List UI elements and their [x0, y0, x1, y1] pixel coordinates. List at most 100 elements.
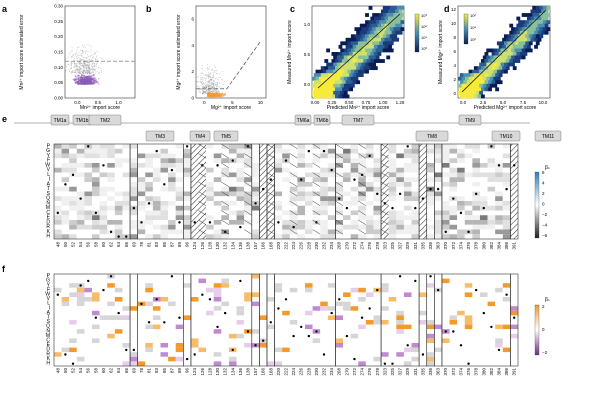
- heatmap-cell: [168, 278, 176, 284]
- heatmap-cell: [312, 343, 321, 348]
- wildtype-dot: [254, 344, 257, 347]
- heatmap-cell: [236, 283, 245, 288]
- heatmap-cell: [289, 352, 298, 357]
- hexbin-cell: [363, 52, 368, 56]
- heatmap-cell: [54, 220, 62, 225]
- heatmap-cell: [54, 182, 62, 187]
- heatmap-cell: [320, 315, 328, 320]
- heatmap-cell: [213, 191, 222, 197]
- panel-d-fit-line: [461, 9, 547, 93]
- heatmap-cell: [244, 287, 252, 293]
- hexbin-cell: [368, 48, 373, 53]
- heatmap-cell: [152, 320, 161, 325]
- heatmap-cell: [343, 274, 351, 279]
- hexbin-cell: [326, 48, 331, 53]
- heatmap-cell: [373, 163, 382, 168]
- heatmap-cell: [175, 144, 184, 149]
- heatmap-cell: [69, 205, 77, 211]
- heatmap-cell: [502, 172, 511, 178]
- scatter-point: [201, 67, 203, 69]
- hexbin-cell: [542, 13, 547, 17]
- hexbin-cell: [373, 59, 378, 63]
- heatmap-cell: [358, 324, 366, 330]
- heatmap-cell: [236, 287, 245, 293]
- hexbin-cell: [502, 66, 507, 71]
- heatmap-cell: [92, 297, 100, 302]
- heatmap-cell: [107, 361, 115, 366]
- hatch-mark: [380, 162, 389, 168]
- position-label: 278: [375, 242, 380, 250]
- wildtype-dot: [132, 348, 136, 352]
- heatmap-cell: [411, 148, 420, 154]
- heatmap-cell: [54, 306, 62, 311]
- heatmap-cell: [206, 324, 214, 330]
- heatmap-cell: [365, 343, 374, 348]
- wildtype-dot: [376, 192, 379, 196]
- hexbin-cell: [359, 23, 364, 28]
- wildtype-dot: [193, 353, 196, 356]
- x-tick-label: 0.00: [311, 100, 320, 105]
- hexbin-cell: [482, 69, 487, 74]
- hexbin-cell: [468, 83, 473, 88]
- hexbin-cell: [393, 6, 398, 10]
- heatmap-cell: [305, 163, 313, 168]
- heatmap-cell: [396, 196, 404, 201]
- heatmap-cell: [320, 278, 328, 284]
- hexbin-cell: [528, 48, 533, 53]
- heatmap-cell: [213, 301, 222, 307]
- heatmap-cell: [365, 356, 374, 362]
- hexbin-cell: [333, 62, 338, 67]
- heatmap-cell: [373, 215, 382, 220]
- residue-label: T: [47, 186, 50, 192]
- heatmap-cell: [365, 297, 374, 302]
- heatmap-cell: [221, 196, 229, 201]
- scatter-point: [74, 66, 76, 68]
- heatmap-cell: [244, 297, 252, 302]
- hexbin-cell: [327, 94, 332, 99]
- wildtype-dot: [277, 221, 280, 224]
- hexbin-cell: [525, 41, 530, 46]
- hexbin-cell: [335, 52, 339, 56]
- heatmap-cell: [175, 361, 184, 366]
- heatmap-cell: [320, 347, 328, 353]
- hexbin-cell: [500, 55, 505, 60]
- scatter-point: [219, 73, 221, 75]
- heatmap-cell: [320, 172, 328, 178]
- heatmap-cell: [168, 153, 176, 159]
- wildtype-dot: [216, 164, 219, 167]
- heatmap-cell: [457, 172, 465, 178]
- tm-helix-box: [313, 114, 331, 126]
- hexbin-cell: [539, 34, 544, 39]
- heatmap-cell: [289, 297, 298, 302]
- scatter-point: [207, 76, 209, 78]
- scatter-point: [221, 70, 223, 72]
- heatmap-cell: [411, 196, 420, 201]
- heatmap-cell: [160, 333, 169, 339]
- hexbin-cell: [539, 20, 544, 25]
- heatmap-cell: [297, 343, 306, 348]
- scatter-point: [214, 85, 216, 87]
- hatch-mark: [380, 181, 389, 187]
- heatmap-cell: [107, 324, 115, 330]
- heatmap-cell: [297, 297, 306, 302]
- heatmap-cell: [343, 220, 351, 225]
- hexbin-cell: [352, 59, 357, 63]
- heatmap-cell: [99, 234, 108, 239]
- hatch-mark: [312, 210, 321, 216]
- scatter-point: [82, 70, 84, 72]
- scatter-point: [96, 62, 98, 64]
- heatmap-cell: [441, 172, 450, 178]
- hexbin-cell: [368, 27, 373, 32]
- panel-e-legend-title: βₛ: [545, 165, 550, 171]
- heatmap-cell: [122, 201, 131, 206]
- heatmap-cell: [244, 278, 252, 284]
- scatter-point: [207, 85, 209, 86]
- heatmap-cell: [99, 347, 108, 353]
- hexbin-cell: [484, 73, 489, 78]
- scatter-point: [214, 91, 216, 93]
- heatmap-cell: [403, 215, 412, 220]
- scatter-point: [81, 74, 83, 76]
- hatch-mark: [380, 172, 389, 178]
- scatter-point: [77, 68, 79, 70]
- heatmap-cell: [69, 186, 77, 192]
